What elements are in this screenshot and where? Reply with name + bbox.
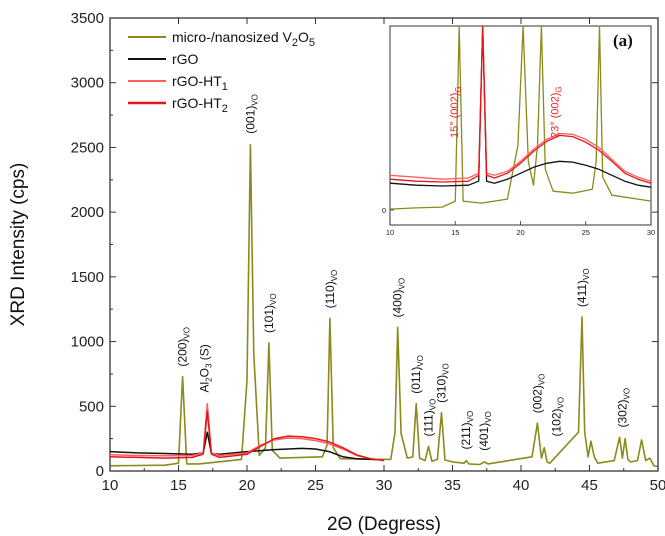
- peak-label: (211)VO: [459, 411, 475, 450]
- x-tick-label: 35: [444, 477, 461, 494]
- inset-series-line-2: [389, 25, 652, 188]
- y-axis-title: XRD Intensity (cps): [8, 163, 29, 327]
- inset-x-tick-label: 30: [647, 228, 655, 237]
- x-tick-label: 30: [376, 477, 393, 494]
- peak-label: (110)VO: [323, 270, 339, 309]
- y-tick-label: 500: [79, 398, 104, 415]
- peak-label: (310)VO: [435, 363, 451, 403]
- y-tick-label: 1500: [71, 269, 104, 286]
- series-line-4: [109, 410, 385, 462]
- inset-plot: 10 15 20 25 30 0 15° (002)G 23° (002)G (a): [382, 25, 655, 237]
- y-tick-label: 3500: [71, 10, 104, 27]
- legend-label: rGO-HT1: [172, 73, 228, 93]
- x-axis-ticks: 10 15 20 25 30 35 40 45 50: [102, 18, 665, 494]
- inset-series-line-4: [389, 25, 652, 184]
- x-tick-label: 45: [581, 477, 598, 494]
- y-tick-label: 2000: [71, 204, 104, 221]
- inset-series-line-3: [389, 25, 652, 182]
- inset-annotations: 15° (002)G 23° (002)G: [449, 86, 564, 138]
- series-line-2: [109, 431, 385, 461]
- x-tick-label: 40: [513, 477, 530, 494]
- inset-annotation: 23° (002)G: [549, 86, 563, 138]
- y-axis-ticks: 0 500 1000 1500 2000 2500 3000 3500: [71, 10, 658, 480]
- x-tick-label: 20: [239, 477, 256, 494]
- inset-y-tick-label: 0: [382, 206, 386, 215]
- x-axis-title: 2Θ (Degress): [327, 514, 441, 535]
- peak-label: (400)VO: [391, 278, 407, 318]
- series-line-1: [109, 144, 659, 468]
- inset-series-line-1: [389, 25, 652, 210]
- panel-label: (a): [613, 31, 633, 50]
- x-tick-label: 25: [307, 477, 324, 494]
- series-line-3: [109, 402, 385, 461]
- peak-label: (001)VO: [243, 94, 259, 134]
- inset-plot-frame: [389, 25, 652, 226]
- x-tick-label: 10: [102, 477, 119, 494]
- peak-label: (200)VO: [176, 327, 192, 367]
- inset-x-tick-label: 20: [516, 228, 524, 237]
- y-tick-label: 3000: [71, 75, 104, 92]
- peak-label: (101)VO: [262, 293, 278, 333]
- legend-label: micro-/nanosized V2O5: [172, 29, 315, 49]
- inset-series-group: [389, 25, 652, 210]
- peak-label: (411)VO: [575, 268, 591, 307]
- x-tick-label: 15: [170, 477, 187, 494]
- peak-labels-group: (200)VO Al2O3 (S) (001)VO (101)VO (110)VO (40…: [176, 94, 632, 451]
- main-series-group: [109, 144, 659, 468]
- y-tick-label: 1000: [71, 334, 104, 351]
- main-plot-area: 10 15 20 25 30 35 40 45 50 0 500 1000 1500 2000 2500 3…: [71, 10, 665, 494]
- x-tick-label: 50: [650, 477, 665, 494]
- legend-label: rGO: [172, 51, 199, 67]
- peak-label: (401)VO: [477, 411, 493, 451]
- peak-label: Al2O3 (S): [198, 344, 214, 392]
- inset-ticks: 10 15 20 25 30 0: [382, 206, 655, 237]
- inset-x-tick-label: 10: [386, 228, 394, 237]
- peak-label: (111)VO: [422, 399, 438, 437]
- peak-label: (102)VO: [550, 397, 566, 437]
- legend-label: rGO-HT2: [172, 95, 228, 115]
- y-tick-label: 0: [96, 463, 104, 480]
- inset-x-tick-label: 25: [582, 228, 590, 237]
- inset-annotation: 15° (002)G: [449, 86, 463, 138]
- peak-label: (002)VO: [530, 374, 546, 414]
- inset-x-tick-label: 15: [451, 228, 459, 237]
- y-tick-label: 2500: [71, 139, 104, 156]
- peak-label: (011)VO: [409, 355, 425, 394]
- peak-label: (302)VO: [615, 388, 631, 428]
